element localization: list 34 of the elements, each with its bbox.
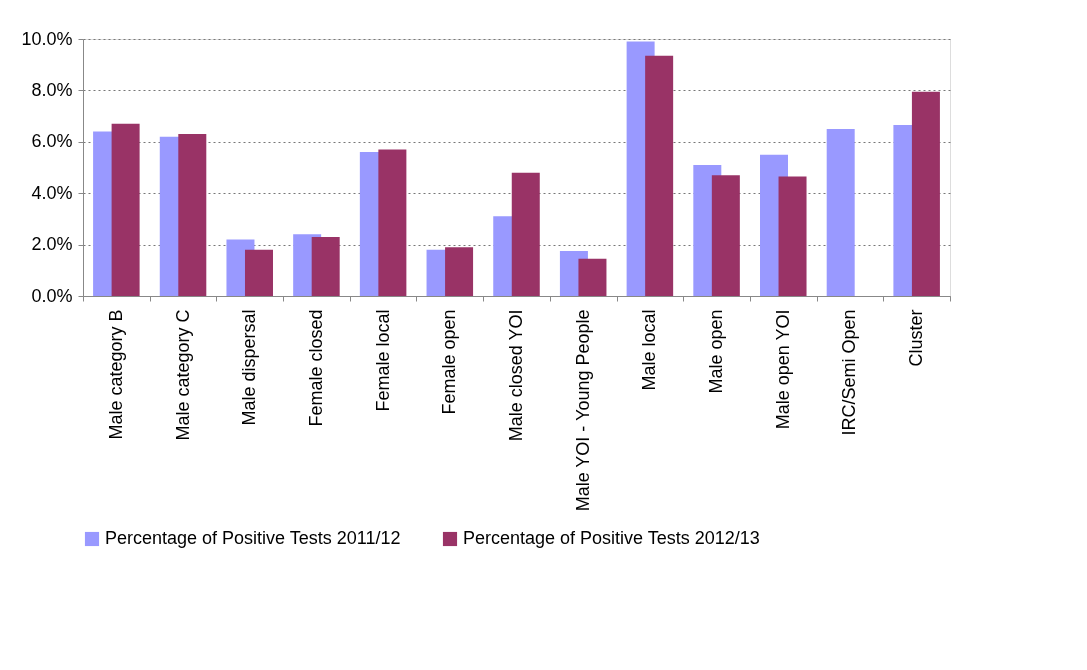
x-tick-label: Male open xyxy=(706,309,727,394)
x-tick-label: Male local xyxy=(639,309,660,391)
y-tick-label: 8.0% xyxy=(31,79,73,100)
x-tick-label: Male dispersal xyxy=(239,309,260,426)
bar xyxy=(778,176,807,296)
y-tick-label: 6.0% xyxy=(31,131,73,152)
x-tick-label: Female open xyxy=(439,309,460,415)
bar xyxy=(511,172,540,296)
bar xyxy=(445,247,474,296)
y-tick-label: 10.0% xyxy=(21,28,73,49)
bar xyxy=(378,149,407,296)
x-tick-label: Female closed xyxy=(305,309,326,427)
bar xyxy=(111,123,140,296)
x-tick-label: Cluster xyxy=(906,309,927,367)
x-tick-label: Male open YOI xyxy=(772,309,793,430)
x-tick-label: Female local xyxy=(372,309,393,412)
bar xyxy=(711,175,740,296)
bar xyxy=(578,258,607,296)
y-tick-label: 4.0% xyxy=(31,182,73,203)
x-tick-label: IRC/Semi Open xyxy=(839,309,860,436)
bar xyxy=(178,134,207,296)
x-tick-label: Male category B xyxy=(105,309,126,440)
bar xyxy=(311,236,340,296)
x-tick-label: Male category C xyxy=(172,309,193,441)
x-tick-label: Male closed YOI xyxy=(506,309,526,442)
bar xyxy=(645,55,674,296)
bar xyxy=(826,128,855,296)
bar xyxy=(911,91,940,296)
legend-label: Percentage of Positive Tests 2011/12 xyxy=(105,528,401,548)
bar xyxy=(244,249,273,296)
x-tick-label: Male YOI - Young People xyxy=(572,309,593,512)
y-tick-label: 2.0% xyxy=(31,234,73,255)
legend-label: Percentage of Positive Tests 2012/13 xyxy=(463,528,760,548)
y-tick-label: 0.0% xyxy=(31,285,73,306)
